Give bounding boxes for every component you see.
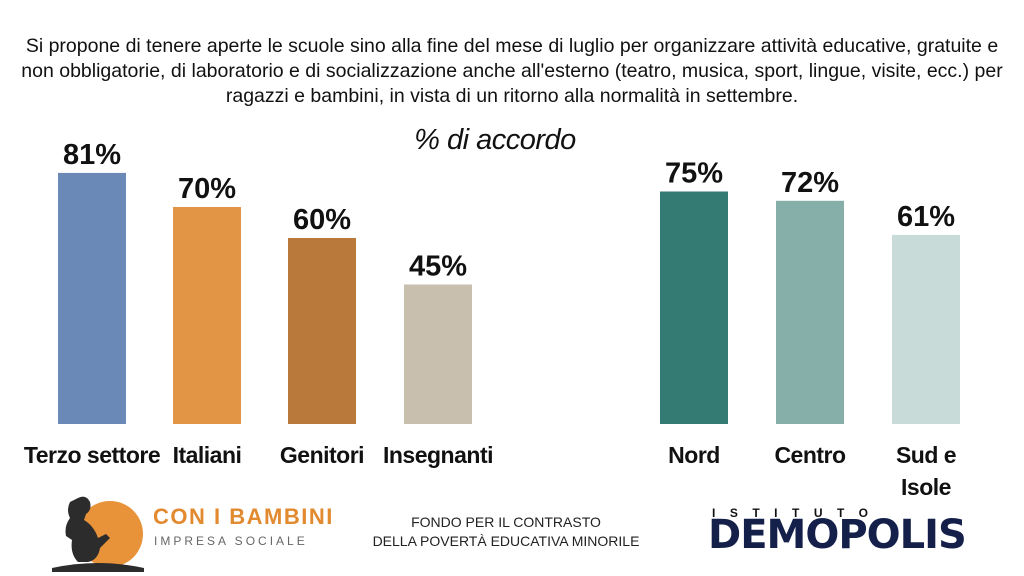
bar-centro	[776, 200, 844, 424]
demopolis-logo-main: DEMOPOLIS	[708, 512, 967, 558]
bar-nord	[660, 191, 728, 424]
con-i-bambini-logo-icon	[52, 496, 144, 572]
value-label: 70%	[178, 173, 236, 205]
category-label: Insegnanti	[383, 442, 493, 468]
footer-line-1: FONDO PER IL CONTRASTO	[411, 514, 601, 530]
value-label: 60%	[293, 204, 351, 236]
value-label: 75%	[665, 158, 723, 190]
category-label: Italiani	[173, 442, 242, 468]
category-label: Centro	[774, 442, 846, 468]
bar-insegnanti	[404, 284, 472, 424]
footer-fund-text: FONDO PER IL CONTRASTO DELLA POVERTÀ EDU…	[356, 513, 656, 551]
category-label: Nord	[668, 442, 720, 468]
bar-italiani	[173, 207, 241, 424]
logo-title: CON I BAMBINI	[153, 504, 334, 529]
footer-line-2: DELLA POVERTÀ EDUCATIVA MINORILE	[372, 533, 640, 549]
value-label: 45%	[409, 251, 467, 283]
bar-terzo-settore	[58, 172, 126, 424]
demopolis-logo-top: ISTITUTO	[712, 506, 883, 520]
bar-sud-e-isole	[892, 234, 960, 424]
category-label: Genitori	[280, 442, 364, 468]
category-label: Terzo settore	[24, 442, 160, 468]
category-label: Sud e Isole	[896, 442, 956, 500]
value-label: 72%	[781, 167, 839, 199]
bar-genitori	[288, 238, 356, 424]
question-text: Si propone di tenere aperte le scuole si…	[21, 35, 1003, 107]
chart-subtitle: % di accordo	[414, 124, 576, 156]
logo-subtitle: IMPRESA SOCIALE	[154, 534, 308, 548]
value-label: 81%	[63, 139, 121, 171]
value-label: 61%	[897, 201, 955, 233]
